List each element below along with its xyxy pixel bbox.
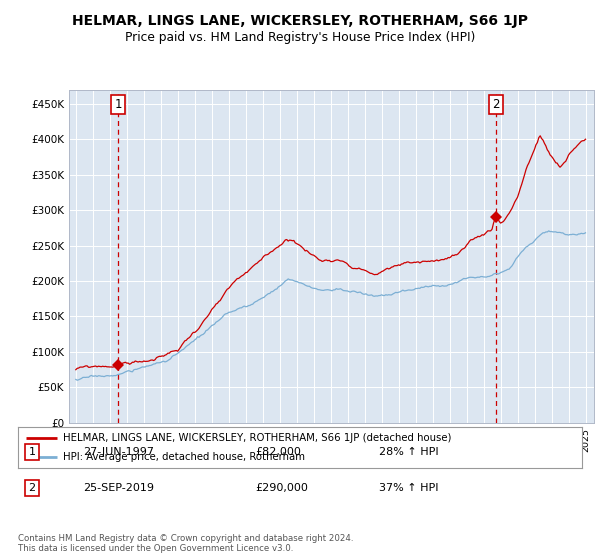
Text: 27-JUN-1997: 27-JUN-1997 [83, 447, 154, 457]
Text: HELMAR, LINGS LANE, WICKERSLEY, ROTHERHAM, S66 1JP: HELMAR, LINGS LANE, WICKERSLEY, ROTHERHA… [72, 14, 528, 28]
Text: 37% ↑ HPI: 37% ↑ HPI [379, 483, 439, 493]
Text: 25-SEP-2019: 25-SEP-2019 [83, 483, 154, 493]
Text: 1: 1 [29, 447, 35, 457]
Text: Contains HM Land Registry data © Crown copyright and database right 2024.
This d: Contains HM Land Registry data © Crown c… [18, 534, 353, 553]
Text: 1: 1 [115, 98, 122, 111]
Text: Price paid vs. HM Land Registry's House Price Index (HPI): Price paid vs. HM Land Registry's House … [125, 31, 475, 44]
Text: £290,000: £290,000 [255, 483, 308, 493]
Text: £82,000: £82,000 [255, 447, 301, 457]
Text: 2: 2 [29, 483, 35, 493]
Text: 28% ↑ HPI: 28% ↑ HPI [379, 447, 439, 457]
Text: HELMAR, LINGS LANE, WICKERSLEY, ROTHERHAM, S66 1JP (detached house): HELMAR, LINGS LANE, WICKERSLEY, ROTHERHA… [63, 433, 452, 443]
Text: HPI: Average price, detached house, Rotherham: HPI: Average price, detached house, Roth… [63, 452, 305, 462]
Text: 2: 2 [492, 98, 500, 111]
